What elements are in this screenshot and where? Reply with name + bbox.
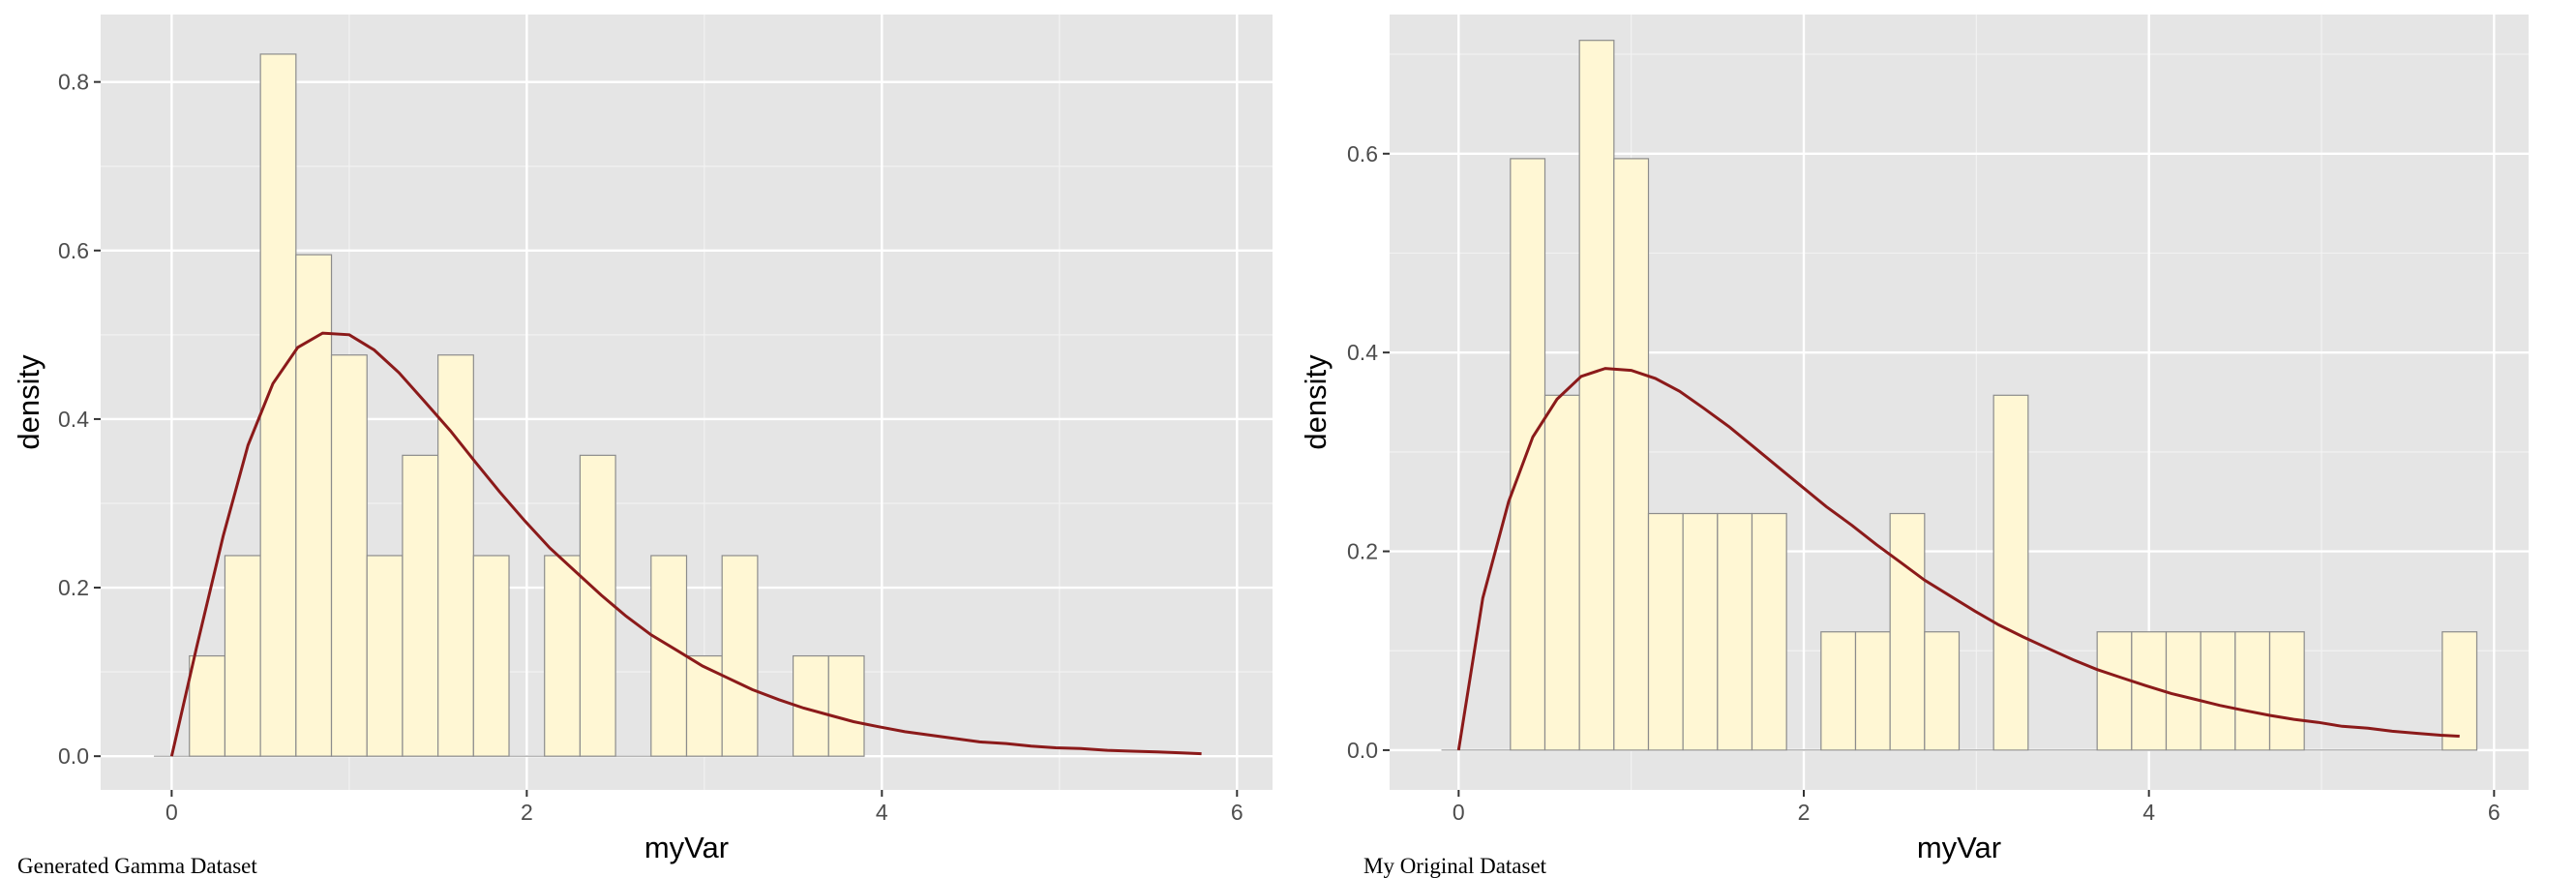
x-tick-label: 0: [1453, 800, 1465, 825]
histogram-bar: [2441, 631, 2478, 751]
histogram-bar: [472, 555, 510, 757]
x-tick-label: 2: [1798, 800, 1811, 825]
y-tick-label: 0.0: [58, 743, 89, 769]
x-tick-label: 4: [2142, 800, 2155, 825]
histogram-bar: [402, 454, 439, 757]
histogram-bar: [544, 555, 582, 757]
histogram-bar: [1751, 512, 1787, 751]
histogram-bar: [2165, 631, 2202, 751]
density-curve: [169, 331, 1202, 757]
histogram-bar: [579, 454, 616, 757]
x-tick-label: 2: [521, 800, 533, 825]
y-axis-title: density: [12, 354, 45, 450]
histogram-bar: [1682, 512, 1719, 751]
density-curve: [1456, 367, 2460, 751]
y-tick-label: 0.6: [58, 238, 89, 263]
x-tick-label: 0: [165, 800, 178, 825]
histogram-bar: [259, 53, 297, 757]
x-tick-label: 6: [1231, 800, 1243, 825]
x-axis-title: myVar: [644, 831, 729, 864]
histogram-bar: [827, 654, 865, 757]
y-tick-label: 0.2: [58, 575, 89, 600]
histogram-bar: [1647, 512, 1684, 751]
y-tick-label: 0.8: [58, 70, 89, 95]
histogram-bar: [1578, 40, 1615, 751]
histogram-bar: [366, 555, 404, 757]
histogram-bar: [224, 555, 261, 757]
histogram-bar: [685, 654, 723, 757]
y-tick-label: 0.4: [58, 407, 89, 432]
chart-panel-2: 0 2 4 6 0.0 0.2 0.4 0.6 myVar density My Original …: [1299, 15, 2529, 878]
y-tick-label: 0.0: [1347, 738, 1378, 763]
histogram-bar: [2096, 631, 2133, 751]
x-tick-label: 6: [2488, 800, 2501, 825]
histogram-bar: [2200, 631, 2236, 751]
y-tick-label: 0.2: [1347, 539, 1378, 564]
histogram-bar: [330, 354, 368, 757]
y-tick-label: 0.4: [1347, 340, 1378, 365]
histogram-bar: [437, 354, 474, 757]
histogram-bar: [1889, 512, 1926, 751]
histogram-bar: [1820, 631, 1857, 751]
y-tick-label: 0.6: [1347, 141, 1378, 167]
histogram-bar: [650, 555, 688, 757]
histogram-bar: [295, 254, 333, 757]
histogram-bar: [1613, 158, 1650, 751]
histogram-bar: [721, 555, 759, 757]
histogram-bar: [189, 654, 226, 757]
chart-caption: My Original Dataset: [1363, 854, 1547, 878]
histogram-bar: [1992, 394, 2029, 751]
histogram-bar: [1924, 631, 1961, 751]
histogram-bar: [2234, 631, 2271, 751]
x-tick-label: 4: [876, 800, 888, 825]
histogram-bar: [1854, 631, 1891, 751]
y-axis-title: density: [1299, 354, 1333, 450]
histogram-bar: [1717, 512, 1753, 751]
x-axis-title: myVar: [1917, 831, 2001, 864]
histogram-bar: [2268, 631, 2305, 751]
chart-panel-1: 0 2 4 6 0.0 0.2 0.4 0.6 0.8 myVar density Generated…: [12, 15, 1273, 878]
histogram-bar: [1543, 394, 1580, 751]
chart-caption: Generated Gamma Dataset: [17, 854, 257, 878]
